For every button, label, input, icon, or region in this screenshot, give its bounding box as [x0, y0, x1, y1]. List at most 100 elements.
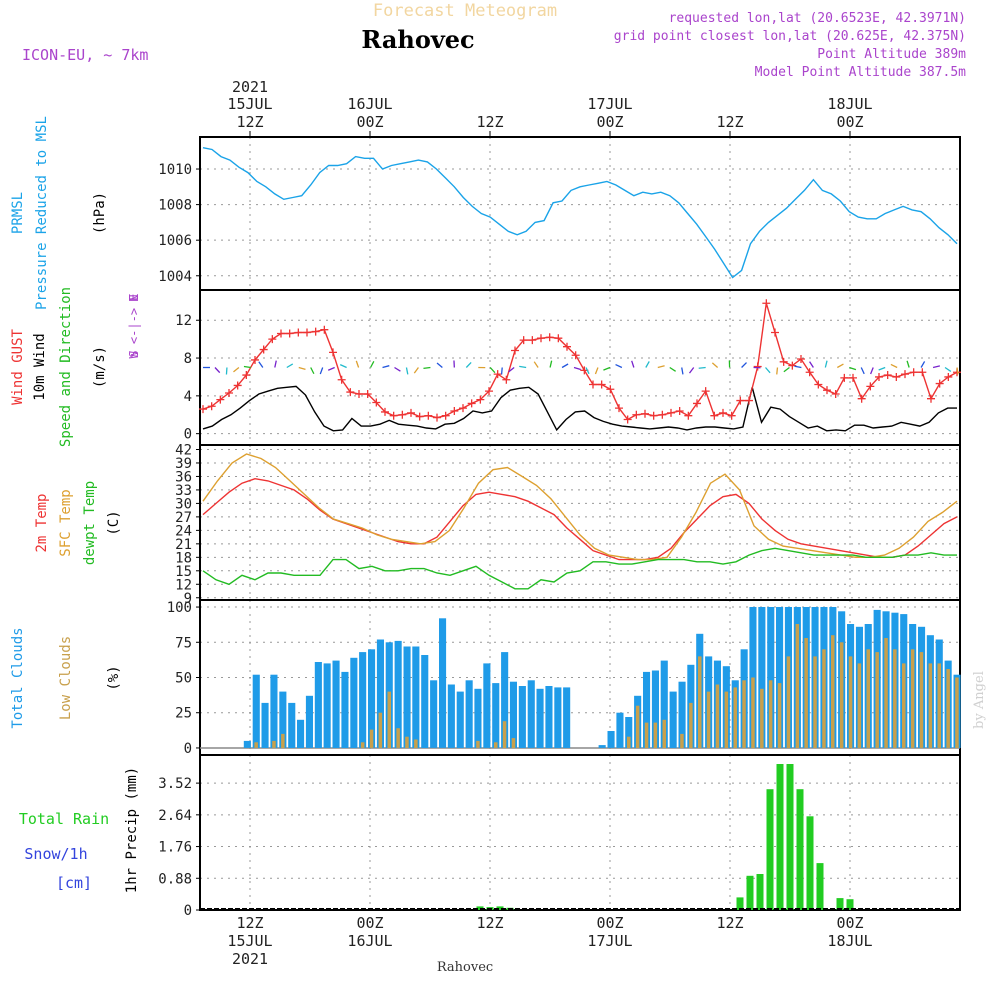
data-point: [337, 375, 346, 384]
data-point: [597, 380, 606, 389]
unit-label: 1hr Precip (mm): [124, 767, 140, 893]
wind-arrow: [631, 360, 635, 368]
data-point: [502, 375, 511, 384]
data-point: [485, 387, 493, 396]
location-title: Rahovec: [361, 25, 474, 54]
y-tick-label: 9: [184, 591, 192, 607]
total-cloud-bar: [323, 663, 331, 748]
y-tick-label: 8: [184, 351, 192, 367]
series-line: [202, 147, 958, 279]
total-cloud-bar: [474, 688, 482, 748]
low-cloud-bar: [281, 733, 285, 748]
data-point: [381, 407, 389, 416]
top-tick-date: 15JUL: [227, 95, 272, 113]
data-point: [251, 355, 259, 364]
total-cloud-bar: [447, 684, 455, 748]
total-cloud-bar: [368, 649, 376, 748]
wind-arrow: [500, 367, 503, 375]
y-tick-label: 50: [175, 671, 192, 687]
top-tick-hour: 00Z: [836, 113, 863, 131]
data-point: [892, 372, 901, 381]
unit-label: (m/s): [92, 346, 108, 388]
total-cloud-bar: [545, 686, 553, 748]
wind-arrow: [519, 365, 527, 369]
wind-arrow: [258, 361, 264, 368]
wind-arrow: [327, 366, 335, 371]
low-cloud-bar: [706, 691, 711, 748]
y-tick-label: 3.52: [158, 776, 192, 792]
y-tick-label: 24: [175, 523, 192, 539]
bottom-tick-year: 2021: [232, 950, 268, 968]
wind-arrow: [465, 362, 472, 368]
series-pressure-0: [202, 147, 958, 279]
data-point: [511, 346, 519, 355]
data-point: [823, 386, 831, 395]
total-cloud-bar: [767, 607, 775, 748]
low-cloud-bar: [955, 677, 959, 748]
total-cloud-bar: [616, 712, 624, 748]
low-cloud-bar: [627, 736, 631, 748]
total-cloud-bar: [492, 683, 500, 748]
low-cloud-bar: [848, 656, 853, 748]
data-point: [606, 385, 615, 394]
total-cloud-bar: [678, 681, 686, 748]
wind-arrow: [603, 366, 611, 371]
wind-arrow: [413, 367, 419, 374]
panel-frame: [199, 754, 961, 911]
low-cloud-bar: [813, 656, 817, 748]
wind-arrow: [688, 367, 695, 374]
precip-bars: [200, 764, 960, 910]
wind-arrow: [243, 365, 251, 369]
wind-arrow: [698, 366, 706, 369]
rain-bar: [776, 764, 784, 910]
data-point: [545, 333, 554, 342]
wind-arrow: [615, 363, 623, 369]
data-point: [459, 404, 467, 413]
wind-arrow: [920, 361, 926, 368]
data-point: [909, 368, 918, 377]
y-tick-label: 39: [175, 456, 192, 472]
data-point: [935, 379, 944, 388]
total-cloud-bar: [279, 691, 287, 748]
data-point: [389, 411, 398, 420]
total-cloud-bar: [421, 655, 429, 748]
data-point: [641, 409, 649, 418]
y-tick-label: 75: [175, 635, 192, 651]
bottom-tick-hour: 12Z: [476, 914, 503, 932]
data-point: [805, 368, 814, 377]
data-point: [615, 404, 623, 413]
y-tick-label: 0: [184, 903, 192, 919]
wind-arrow: [890, 363, 898, 369]
wind-arrow: [298, 366, 306, 371]
wind-direction-arrows: [203, 360, 959, 375]
y-tick-label: 100: [167, 600, 192, 616]
total-cloud-bar: [669, 691, 677, 748]
data-point: [450, 406, 459, 415]
data-point: [415, 412, 424, 421]
data-point: [285, 329, 294, 338]
low-cloud-bar: [369, 729, 374, 748]
wind-arrow: [869, 367, 874, 375]
grid-coords: grid point closest lon,lat (20.625E, 42.…: [614, 29, 966, 44]
y-tick-label: 15: [175, 564, 192, 580]
total-cloud-bar: [350, 657, 358, 748]
low-cloud-bar: [893, 649, 897, 748]
wind-arrow: [824, 360, 828, 368]
cloud-bars: [200, 607, 961, 749]
wind-arrow: [549, 360, 553, 368]
y-tick-label: 12: [175, 577, 192, 593]
bottom-tick-hour: 00Z: [836, 914, 863, 932]
total-cloud-bar: [456, 691, 464, 748]
low-cloud-bar: [910, 649, 915, 748]
wind-arrow: [906, 360, 910, 368]
y-axis-label: Total Rain: [19, 810, 109, 828]
data-point: [407, 408, 415, 417]
wind-arrow: [849, 366, 857, 371]
rain-bar: [496, 906, 504, 910]
top-tick-hour: 12Z: [236, 113, 263, 131]
rain-bar: [796, 789, 804, 910]
low-cloud-bar: [715, 684, 720, 748]
total-cloud-bar: [359, 652, 367, 748]
